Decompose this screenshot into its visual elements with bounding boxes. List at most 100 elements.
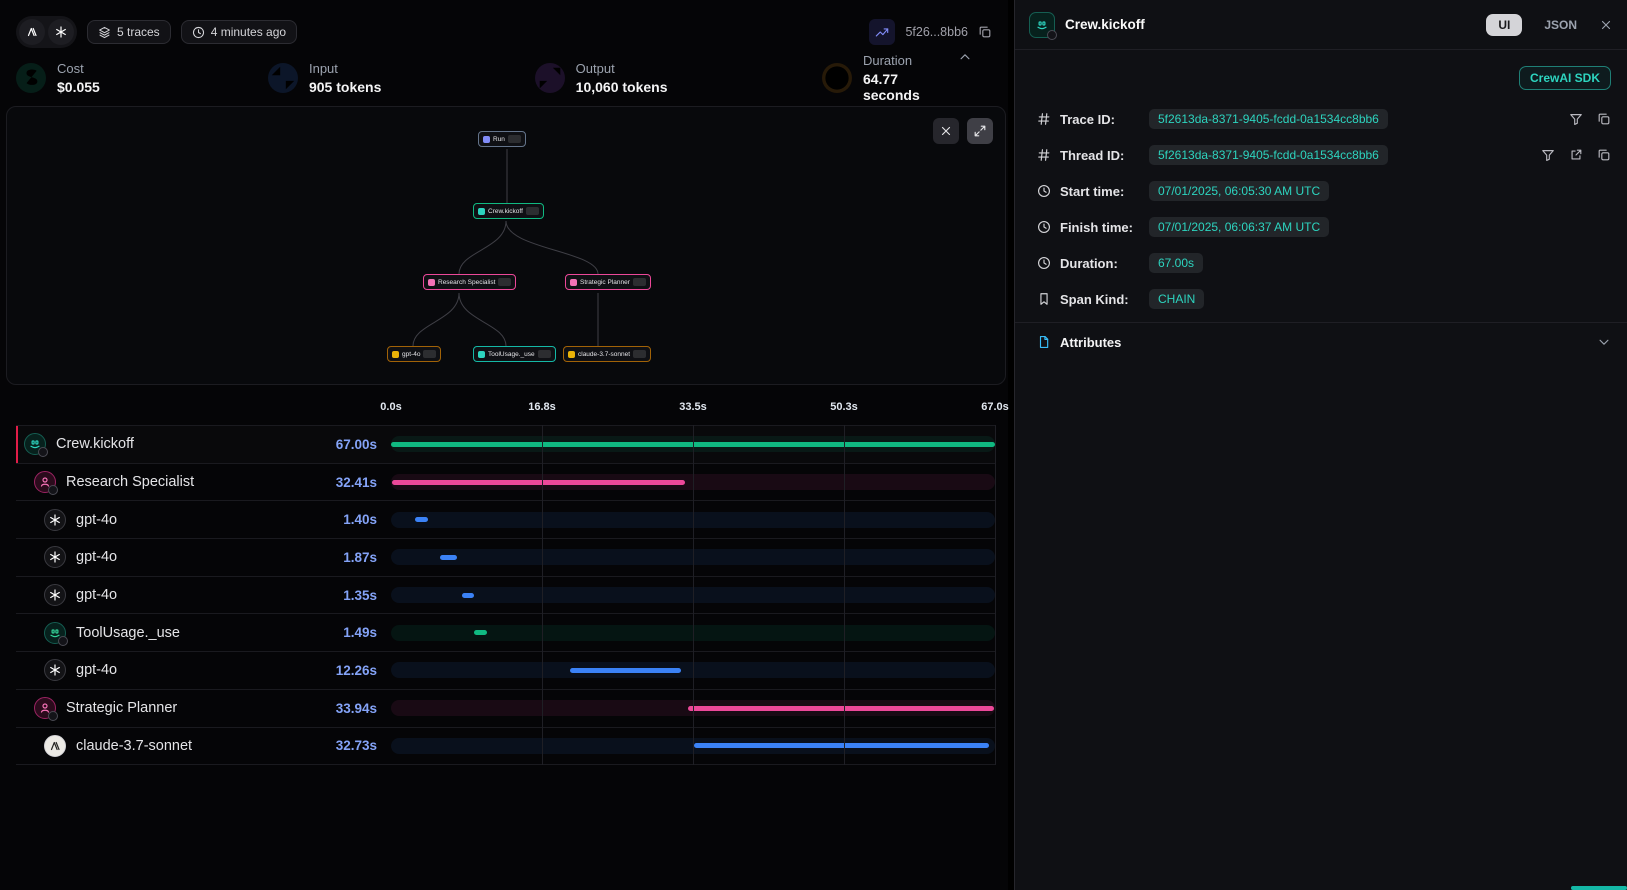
graph-node-label: Crew.kickoff [488, 207, 523, 215]
filter-icon[interactable] [1541, 148, 1555, 162]
span-name: claude-3.7-sonnet [76, 737, 193, 754]
gridline [995, 425, 996, 765]
span-name: gpt-4o [76, 587, 118, 604]
icon-glyph [49, 589, 61, 601]
panel-close-icon[interactable] [1599, 18, 1613, 32]
tool-icon [44, 621, 68, 646]
span-duration: 1.49s [343, 625, 377, 641]
span-bar[interactable] [415, 517, 428, 523]
field-value-chip[interactable]: 07/01/2025, 06:05:30 AM UTC [1149, 181, 1330, 201]
span-row-left: gpt-4o 1.40s [16, 508, 391, 531]
openai-icon [44, 584, 66, 607]
node-duration-badge [498, 278, 512, 286]
graph-node-label: Research Specialist [438, 278, 496, 286]
clock-icon [821, 63, 852, 93]
node-duration-badge [537, 350, 551, 358]
graph-node[interactable]: gpt-4o [387, 346, 442, 362]
agent-icon [34, 471, 58, 496]
graph-node[interactable]: ToolUsage._use [473, 346, 556, 362]
graph-controls [933, 118, 993, 144]
horizontal-scrollbar[interactable] [1571, 886, 1627, 890]
span-row-left: gpt-4o 1.87s [16, 546, 391, 569]
field-actions [1569, 112, 1611, 126]
graph-node[interactable]: Run [478, 131, 526, 147]
copy-icon[interactable] [978, 25, 992, 39]
field-label: Finish time: [1060, 219, 1133, 235]
icon-glyph [49, 514, 61, 526]
span-bar[interactable] [392, 479, 685, 485]
external-icon[interactable] [1569, 148, 1583, 162]
span-track [391, 662, 995, 679]
span-name: Strategic Planner [66, 700, 178, 717]
span-row[interactable]: gpt-4o 1.87s [16, 539, 995, 577]
timeline-axis: 0.0s 16.8s 33.5s 50.3s 67.0s [380, 401, 1008, 417]
filter-icon[interactable] [1569, 112, 1583, 126]
span-bar[interactable] [462, 592, 475, 598]
span-row[interactable]: Research Specialist 32.41s [16, 464, 995, 502]
field-row: Thread ID: 5f2613da-8371-9405-fcdd-0a1534… [1015, 137, 1627, 173]
graph-node[interactable]: Strategic Planner [565, 274, 651, 290]
stat-value: 905 tokens [308, 79, 382, 95]
graph-node-label: ToolUsage._use [488, 350, 535, 358]
anthropic-icon [44, 734, 66, 757]
anthropic-logo-icon [19, 19, 45, 45]
field-label: Span Kind: [1060, 291, 1129, 307]
span-detail-panel: Crew.kickoff UI JSON CrewAI SDK Trace ID… [1014, 0, 1627, 890]
graph-node-label: claude-3.7-sonnet [578, 350, 631, 358]
span-row[interactable]: gpt-4o 1.40s [16, 501, 995, 540]
field-row: Trace ID: 5f2613da-8371-9405-fcdd-0a1534c… [1015, 101, 1627, 137]
span-row[interactable]: ToolUsage._use 1.49s [16, 614, 995, 653]
span-bar[interactable] [439, 554, 457, 560]
axis-tick-label: 50.3s [830, 401, 858, 413]
span-name: gpt-4o [76, 662, 118, 679]
icon-glyph [49, 740, 61, 752]
span-track [391, 700, 995, 717]
graph-node[interactable]: Crew.kickoff [473, 203, 544, 219]
field-label: Start time: [1060, 183, 1125, 199]
trend-icon-button[interactable] [869, 19, 896, 45]
dollar-icon [16, 63, 46, 93]
node-duration-badge [632, 278, 646, 286]
node-type-icon [478, 350, 485, 358]
stat-label: Cost [57, 61, 84, 76]
collapse-chevron-icon[interactable] [958, 50, 972, 64]
field-value-chip[interactable]: 67.00s [1149, 253, 1204, 273]
span-name: gpt-4o [76, 549, 118, 566]
span-row[interactable]: gpt-4o 12.26s [16, 652, 995, 690]
span-row[interactable]: gpt-4o 1.35s [16, 577, 995, 615]
span-bar[interactable] [693, 743, 989, 749]
copy-icon[interactable] [1597, 148, 1611, 162]
graph-expand-button[interactable] [967, 118, 993, 144]
node-duration-badge [423, 350, 437, 358]
layers-icon [98, 26, 111, 39]
icon-badge [58, 635, 68, 646]
traces-count-badge[interactable]: 5 traces [87, 20, 171, 44]
graph-close-button[interactable] [933, 118, 959, 144]
tab-ui[interactable]: UI [1486, 13, 1523, 36]
tab-json[interactable]: JSON [1544, 17, 1577, 32]
field-value-chip[interactable]: 5f2613da-8371-9405-fcdd-0a1534cc8bb6 [1149, 109, 1388, 129]
span-bar[interactable] [570, 667, 681, 673]
span-bar[interactable] [473, 630, 488, 636]
axis-tick-label: 16.8s [528, 401, 556, 413]
field-value-chip[interactable]: CHAIN [1149, 289, 1205, 309]
attributes-section-toggle[interactable]: Attributes [1015, 322, 1627, 361]
span-bar[interactable] [391, 441, 995, 447]
graph-node[interactable]: claude-3.7-sonnet [563, 346, 652, 362]
span-row[interactable]: Crew.kickoff 67.00s [16, 426, 995, 464]
graph-node[interactable]: Research Specialist [423, 274, 517, 290]
field-value-chip[interactable]: 5f2613da-8371-9405-fcdd-0a1534cc8bb6 [1149, 145, 1388, 165]
span-row[interactable]: Strategic Planner 33.94s [16, 690, 995, 728]
sdk-badge[interactable]: CrewAI SDK [1518, 66, 1611, 90]
node-type-icon [568, 350, 575, 358]
stat-label: Input [308, 61, 338, 76]
copy-icon[interactable] [1597, 112, 1611, 126]
icon-badge [48, 711, 58, 722]
field-value-chip[interactable]: 07/01/2025, 06:06:37 AM UTC [1149, 217, 1330, 237]
traces-count-label: 5 traces [117, 25, 160, 39]
stat-output: Output 10,060 tokens [534, 61, 822, 95]
span-bar[interactable] [687, 705, 994, 711]
stat-text: Cost $0.055 [57, 61, 100, 95]
span-row[interactable]: claude-3.7-sonnet 32.73s [16, 728, 995, 766]
span-track [391, 549, 995, 566]
